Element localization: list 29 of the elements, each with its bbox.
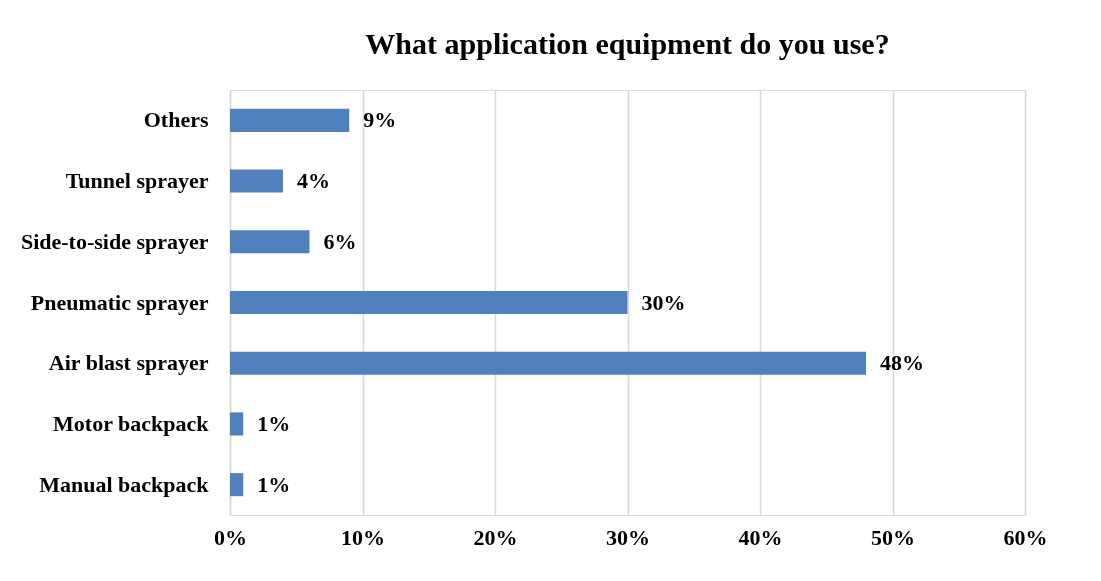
x-tick-label: 10% xyxy=(341,524,385,550)
y-tick-label: Tunnel sprayer xyxy=(65,168,209,194)
x-tick-label: 50% xyxy=(871,524,915,550)
y-tick-label: Motor backpack xyxy=(53,410,210,436)
x-tick-label: 30% xyxy=(606,524,650,550)
data-label: 1% xyxy=(257,410,291,436)
x-tick-label: 20% xyxy=(473,524,518,550)
y-tick-label: Side-to-side sprayer xyxy=(20,228,209,254)
data-label: 30% xyxy=(641,289,686,315)
bar xyxy=(230,108,350,132)
bar xyxy=(230,169,283,193)
bar xyxy=(230,290,628,315)
bar xyxy=(230,230,310,254)
data-label: 4% xyxy=(297,168,330,194)
bar xyxy=(230,351,866,375)
y-tick-label: Pneumatic sprayer xyxy=(30,289,209,315)
x-tick-label: 0% xyxy=(214,524,247,550)
data-label: 9% xyxy=(363,107,397,133)
data-label: 1% xyxy=(257,471,291,497)
chart-title: What application equipment do you use? xyxy=(365,27,890,60)
data-label: 48% xyxy=(880,350,924,376)
x-tick-label: 40% xyxy=(738,524,783,550)
x-tick-label: 60% xyxy=(1003,524,1048,550)
bar xyxy=(230,473,244,497)
data-label: 6% xyxy=(323,228,357,254)
y-tick-label: Air blast sprayer xyxy=(48,350,209,376)
y-tick-label: Manual backpack xyxy=(39,471,210,497)
y-tick-label: Others xyxy=(143,107,209,133)
bar xyxy=(230,412,244,436)
